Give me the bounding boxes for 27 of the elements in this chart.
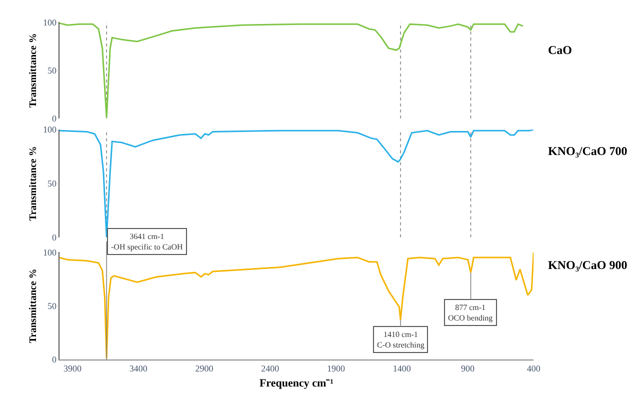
y-tick-label: 0 (52, 114, 57, 124)
series-label: KNO₃/CaO 700 (548, 144, 628, 158)
y-axis-title: Transmittance % (28, 33, 39, 108)
x-tick-label: 2900 (195, 363, 214, 374)
y-tick-label: 50 (47, 301, 57, 312)
y-tick-label: 50 (47, 178, 57, 189)
x-tick-label: 3900 (63, 363, 82, 374)
x-tick-label: 3400 (129, 363, 148, 374)
x-tick-label: 900 (460, 363, 475, 374)
x-tick-label: 1900 (326, 363, 346, 374)
annotation: 877 cm-1 OCO bending (448, 303, 493, 322)
y-tick-label: 100 (42, 17, 57, 28)
series-label: KNO₃/CaO 900 (548, 258, 628, 272)
x-tick-label: 2400 (261, 363, 280, 374)
annotation: 3641 cm-1 -OH specific to CaOH (111, 232, 183, 252)
x-axis-title: Frequency cm⁻¹ (259, 378, 334, 390)
y-tick-label: 50 (47, 66, 57, 76)
y-tick-label: 100 (42, 247, 57, 258)
x-tick-label: 400 (526, 363, 541, 374)
y-axis-title: Transmittance % (28, 146, 39, 221)
x-tick-label: 1400 (392, 363, 412, 374)
y-tick-label: 100 (42, 124, 57, 135)
text: CaO (548, 43, 572, 57)
annotation: 1410 cm-1 C-O stretching (377, 330, 424, 350)
y-tick-label: 0 (52, 354, 57, 365)
y-tick-label: 0 (52, 232, 57, 242)
y-axis-title: Transmittance % (28, 268, 39, 344)
